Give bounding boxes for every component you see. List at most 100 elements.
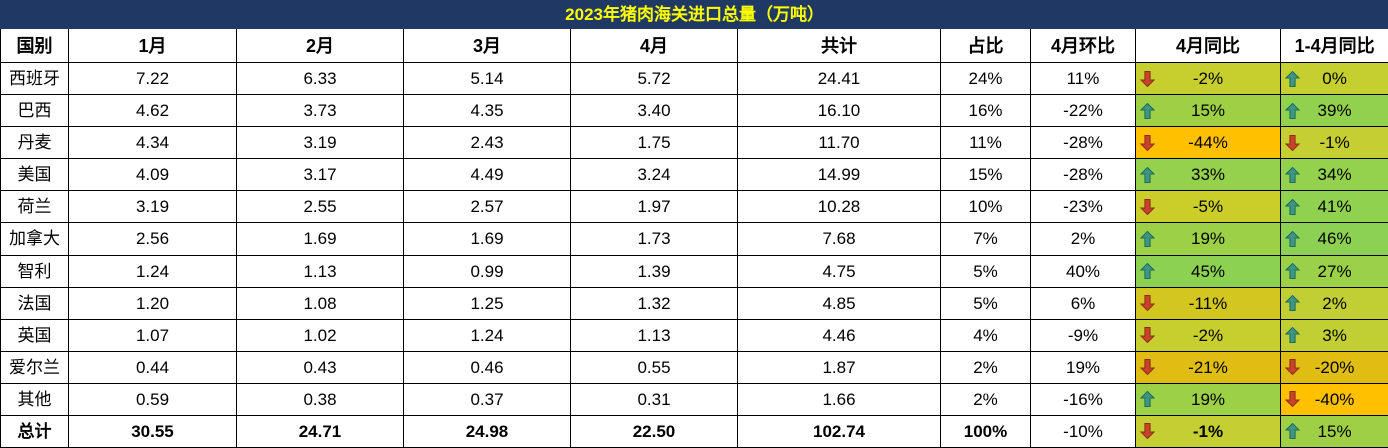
share-cell: 24%: [940, 62, 1031, 96]
m4-cell: 1.73: [570, 222, 738, 256]
arrow-down-icon: [1140, 295, 1155, 312]
ytd-yoy-cell-value: 3%: [1322, 325, 1347, 345]
arrow-up-icon: [1285, 166, 1300, 183]
m3-cell: 5.14: [403, 62, 571, 96]
table-row: 英国 1.07 1.02 1.24 1.13 4.46 4% -9% -2% 3%: [0, 318, 1388, 352]
mom-cell: 11%: [1030, 62, 1136, 96]
yoy-cell: 19%: [1135, 382, 1281, 416]
m3-cell: 24.98: [403, 414, 571, 448]
yoy-cell-value: 33%: [1190, 165, 1226, 185]
mom-cell: -28%: [1030, 158, 1136, 192]
m2-cell: 3.17: [236, 158, 404, 192]
m2-cell: 3.19: [236, 126, 404, 160]
m4-cell: 0.55: [570, 350, 738, 384]
m1-cell: 0.59: [68, 382, 237, 416]
arrow-down-icon: [1285, 134, 1300, 151]
ytd-yoy-cell: -40%: [1279, 382, 1388, 416]
total-row: 总计 30.55 24.71 24.98 22.50 102.74 100% -10% -1% 1…: [0, 414, 1388, 448]
total-cell: 7.68: [737, 222, 941, 256]
m3-cell: 1.24: [403, 318, 571, 352]
ytd-yoy-cell-value: -40%: [1314, 389, 1355, 409]
arrow-up-icon: [1140, 263, 1155, 280]
arrow-up-icon: [1285, 263, 1300, 280]
m3-cell: 4.35: [403, 94, 571, 128]
arrow-up-icon: [1140, 166, 1155, 183]
share-cell: 100%: [940, 414, 1031, 448]
m4-cell: 1.39: [570, 254, 738, 288]
page-title: 2023年猪肉海关进口总量（万吨）: [0, 0, 1388, 30]
m4-cell: 22.50: [570, 414, 738, 448]
yoy-cell: -21%: [1135, 350, 1281, 384]
column-header: 1月: [68, 28, 237, 64]
share-cell: 10%: [940, 190, 1031, 224]
column-header: 2月: [236, 28, 404, 64]
ytd-yoy-cell: 15%: [1279, 414, 1388, 448]
yoy-cell-value: 45%: [1190, 261, 1226, 281]
column-header: 4月环比: [1030, 28, 1136, 64]
share-cell: 7%: [940, 222, 1031, 256]
total-cell: 102.74: [737, 414, 941, 448]
ytd-yoy-cell-value: -20%: [1314, 357, 1355, 377]
share-cell: 4%: [940, 318, 1031, 352]
total-cell: 10.28: [737, 190, 941, 224]
yoy-cell: -44%: [1135, 126, 1281, 160]
column-header: 占比: [940, 28, 1031, 64]
m4-cell: 5.72: [570, 62, 738, 96]
m4-cell: 1.97: [570, 190, 738, 224]
table-row: 西班牙 7.22 6.33 5.14 5.72 24.41 24% 11% -2% 0%: [0, 62, 1388, 96]
country-cell: 其他: [0, 382, 69, 416]
total-cell: 1.87: [737, 350, 941, 384]
mom-cell: -22%: [1030, 94, 1136, 128]
ytd-yoy-cell-value: 46%: [1317, 229, 1352, 249]
column-header: 4月: [570, 28, 738, 64]
country-cell: 智利: [0, 254, 69, 288]
m3-cell: 2.43: [403, 126, 571, 160]
yoy-cell-value: 15%: [1190, 101, 1226, 121]
arrow-up-icon: [1285, 327, 1300, 344]
arrow-down-icon: [1140, 198, 1155, 215]
share-cell: 15%: [940, 158, 1031, 192]
arrow-up-icon: [1140, 230, 1155, 247]
country-cell: 丹麦: [0, 126, 69, 160]
mom-cell: -10%: [1030, 414, 1136, 448]
country-cell: 英国: [0, 318, 69, 352]
m4-cell: 1.32: [570, 286, 738, 320]
ytd-yoy-cell-value: 15%: [1317, 421, 1352, 441]
m1-cell: 7.22: [68, 62, 237, 96]
m4-cell: 3.24: [570, 158, 738, 192]
yoy-cell-value: -11%: [1188, 293, 1228, 313]
mom-cell: -23%: [1030, 190, 1136, 224]
arrow-up-icon: [1285, 198, 1300, 215]
yoy-cell: -2%: [1135, 318, 1281, 352]
yoy-cell-value: -2%: [1192, 325, 1224, 345]
arrow-down-icon: [1285, 359, 1300, 376]
share-cell: 16%: [940, 94, 1031, 128]
m3-cell: 0.46: [403, 350, 571, 384]
country-cell: 美国: [0, 158, 69, 192]
ytd-yoy-cell: 46%: [1279, 222, 1388, 256]
m1-cell: 2.56: [68, 222, 237, 256]
yoy-cell: 15%: [1135, 94, 1281, 128]
total-cell: 1.66: [737, 382, 941, 416]
ytd-yoy-cell: 39%: [1279, 94, 1388, 128]
table-row: 智利 1.24 1.13 0.99 1.39 4.75 5% 40% 45% 27%: [0, 254, 1388, 288]
yoy-cell: 45%: [1135, 254, 1281, 288]
m2-cell: 2.55: [236, 190, 404, 224]
column-header: 4月同比: [1135, 28, 1281, 64]
share-cell: 5%: [940, 254, 1031, 288]
table-row: 爱尔兰 0.44 0.43 0.46 0.55 1.87 2% 19% -21% -20%: [0, 350, 1388, 384]
arrow-down-icon: [1140, 70, 1155, 87]
share-cell: 11%: [940, 126, 1031, 160]
country-cell: 总计: [0, 414, 69, 448]
ytd-yoy-cell-value: 27%: [1317, 261, 1352, 281]
m2-cell: 0.38: [236, 382, 404, 416]
m3-cell: 1.69: [403, 222, 571, 256]
column-header: 国别: [0, 28, 69, 64]
arrow-up-icon: [1140, 391, 1155, 408]
table-row: 法国 1.20 1.08 1.25 1.32 4.85 5% 6% -11% 2%: [0, 286, 1388, 320]
total-cell: 4.46: [737, 318, 941, 352]
mom-cell: 19%: [1030, 350, 1136, 384]
m1-cell: 30.55: [68, 414, 237, 448]
ytd-yoy-cell: 3%: [1279, 318, 1388, 352]
